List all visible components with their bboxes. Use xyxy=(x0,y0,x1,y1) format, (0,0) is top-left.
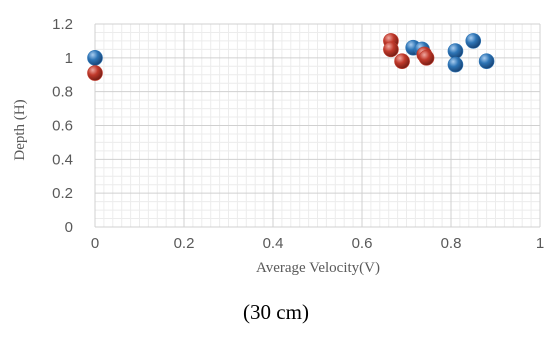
data-point-series-2 xyxy=(418,50,435,66)
x-axis-ticks: 0 0.2 0.4 0.6 0.8 1 xyxy=(91,235,544,252)
data-point-series-2 xyxy=(383,41,399,58)
y-tick-label: 0.4 xyxy=(52,151,73,168)
y-tick-label: 0.2 xyxy=(52,185,73,202)
y-tick-label: 0.6 xyxy=(52,118,73,135)
y-tick-label: 1 xyxy=(65,50,73,67)
data-point-series-2 xyxy=(394,53,410,70)
x-tick-label: 0 xyxy=(91,235,99,252)
y-tick-label: 1.2 xyxy=(52,16,73,33)
data-point-series-1 xyxy=(447,56,464,73)
x-tick-label: 0.6 xyxy=(352,235,373,252)
data-point-series-2 xyxy=(87,65,103,81)
data-point-series-1 xyxy=(447,43,464,59)
y-tick-label: 0.8 xyxy=(52,84,73,101)
data-point-series-1 xyxy=(478,53,495,70)
y-axis-title: Depth (H) xyxy=(12,99,28,160)
chart-caption: (30 cm) xyxy=(243,300,309,324)
x-tick-label: 0.2 xyxy=(174,235,195,252)
chart-grid xyxy=(94,23,541,228)
scatter-chart: 0 0.2 0.4 0.6 0.8 1 1.2 0 0.2 0.4 0.6 0.8 1 Average… xyxy=(12,16,544,276)
x-tick-label: 1 xyxy=(536,235,544,252)
data-point-series-1 xyxy=(87,50,103,66)
data-points xyxy=(87,33,495,81)
data-point-series-1 xyxy=(465,33,482,49)
y-axis-ticks: 0 0.2 0.4 0.6 0.8 1 1.2 xyxy=(52,16,73,236)
y-tick-label: 0 xyxy=(65,219,73,236)
x-tick-label: 0.4 xyxy=(263,235,284,252)
x-axis-title: Average Velocity(V) xyxy=(256,260,380,276)
x-tick-label: 0.8 xyxy=(441,235,462,252)
